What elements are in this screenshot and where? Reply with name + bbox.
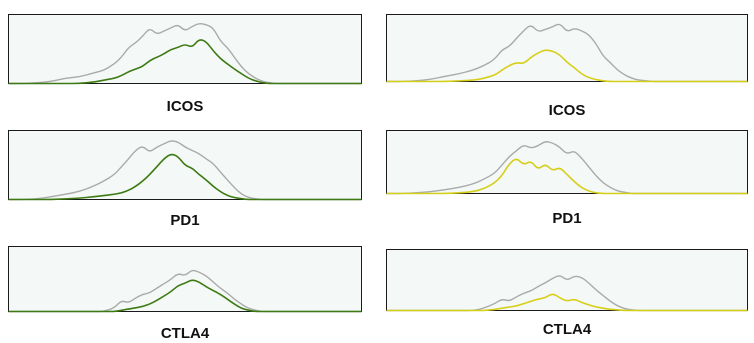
histogram-panel-left-2: PD1 [8,130,362,240]
sample-histogram-line [8,39,362,85]
histogram-left-2 [8,130,362,201]
plot-area [8,14,362,84]
plot-area [386,130,748,194]
marker-label-right-3: CTLA4 [542,321,592,338]
histogram-left-1 [8,14,362,85]
histogram-panel-right-1: ICOS [386,14,748,134]
marker-label-right-2: PD1 [552,210,582,227]
marker-label-left-3: CTLA4 [160,325,210,342]
histogram-right-2 [386,130,748,195]
marker-label-left-1: ICOS [166,98,204,115]
histogram-panel-right-2: PD1 [386,130,748,240]
histogram-panel-left-1: ICOS [8,14,362,134]
histogram-panel-left-3: CTLA4 [8,246,362,343]
sample-histogram-line [8,153,362,201]
sample-histogram-line [386,49,748,83]
marker-label-left-2: PD1 [170,212,200,229]
marker-label-right-1: ICOS [548,102,586,119]
plot-area [386,14,748,82]
histogram-left-3 [8,246,362,313]
sample-histogram-line [8,279,362,313]
histogram-right-1 [386,14,748,83]
plot-area [8,246,362,312]
histogram-panel-right-3: CTLA4 [386,249,748,343]
sample-histogram-line [386,158,748,195]
histogram-right-3 [386,249,748,312]
sample-histogram-line [386,293,748,312]
